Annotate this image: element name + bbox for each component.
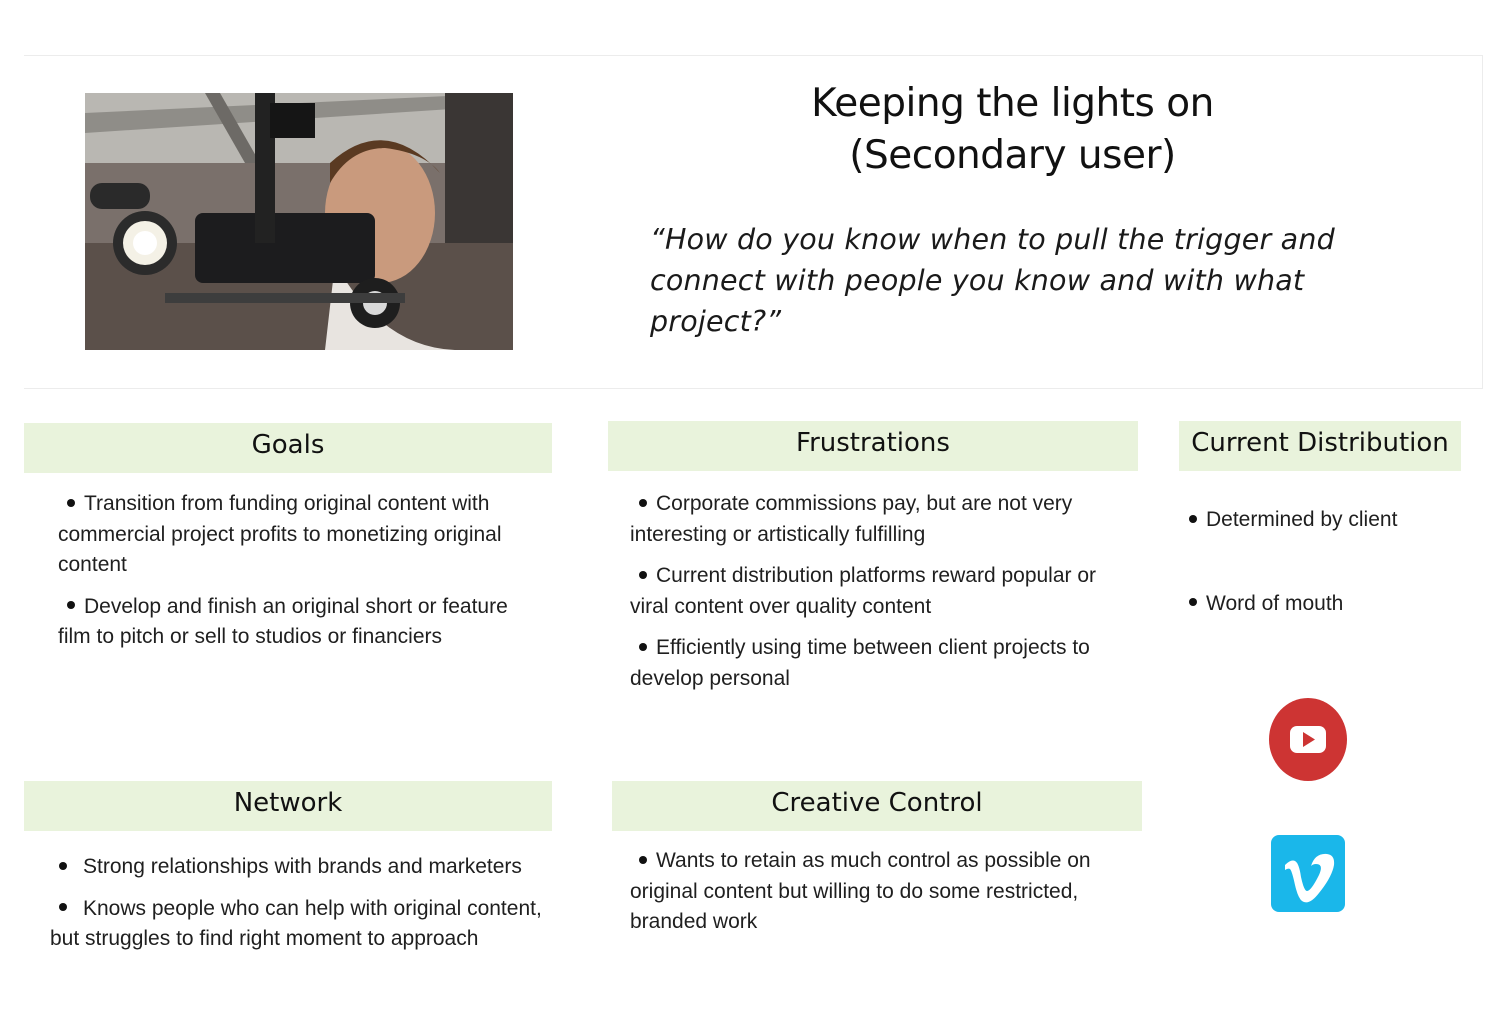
list-item: Strong relationships with brands and mar…	[50, 852, 550, 883]
bullet-icon	[639, 498, 647, 507]
persona-quote: “How do you know when to pull the trigge…	[650, 223, 1335, 338]
youtube-icon[interactable]	[1269, 698, 1347, 781]
list-item: Develop and finish an original short or …	[58, 594, 508, 649]
list-item: Word of mouth	[1180, 589, 1460, 620]
list-item: Knows people who can help with original …	[50, 896, 542, 951]
frustrations-header: Frustrations	[608, 421, 1138, 471]
network-header: Network	[24, 781, 552, 831]
list-item: Efficiently using time between client pr…	[630, 636, 1090, 690]
distribution-list: Determined by client Word of mouth	[1180, 505, 1460, 630]
bullet-icon	[59, 903, 67, 912]
goals-list: Transition from funding original content…	[58, 489, 528, 664]
camera-operator-photo	[85, 93, 513, 350]
persona-header-card	[24, 55, 1483, 389]
bullet-icon	[67, 601, 75, 610]
vimeo-icon[interactable]	[1271, 835, 1345, 912]
distribution-header: Current Distribution	[1179, 421, 1461, 471]
list-item: Determined by client	[1180, 505, 1460, 536]
bullet-icon	[67, 498, 75, 507]
list-item: Wants to retain as much control as possi…	[630, 849, 1091, 933]
list-item: Transition from funding original content…	[58, 492, 502, 576]
persona-title-line1: Keeping the lights on	[811, 81, 1214, 126]
list-item: Current distribution platforms reward po…	[630, 564, 1097, 618]
bullet-icon	[59, 861, 67, 870]
frustrations-list: Corporate commissions pay, but are not v…	[630, 489, 1110, 705]
bullet-icon	[1189, 514, 1197, 523]
bullet-icon	[639, 855, 647, 864]
bullet-icon	[1189, 598, 1197, 607]
persona-title-line2: (Secondary user)	[849, 133, 1176, 178]
goals-header: Goals	[24, 423, 552, 473]
bullet-icon	[639, 570, 647, 579]
persona-title: Keeping the lights on (Secondary user)	[740, 78, 1285, 182]
bullet-icon	[639, 642, 647, 651]
creative-control-list: Wants to retain as much control as possi…	[630, 846, 1110, 949]
creative-control-header: Creative Control	[612, 781, 1142, 831]
list-item: Corporate commissions pay, but are not v…	[630, 492, 1073, 546]
network-list: Strong relationships with brands and mar…	[50, 852, 550, 966]
